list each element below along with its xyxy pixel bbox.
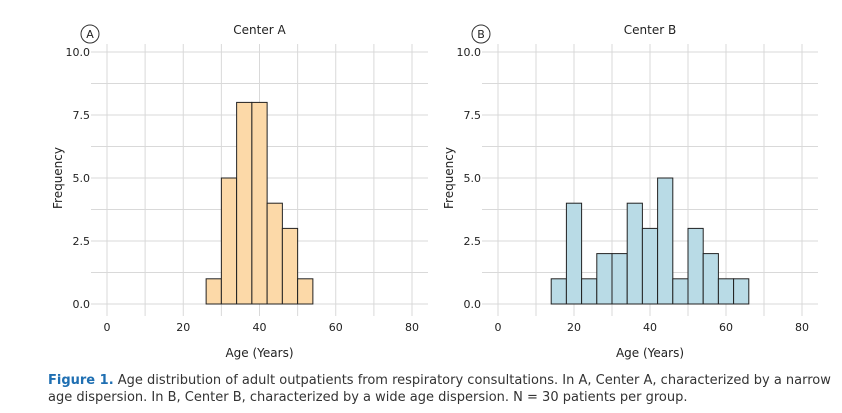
y-tick-label: 0.0 [73, 298, 91, 311]
histogram-bar [266, 202, 283, 305]
panel-b [482, 44, 818, 316]
histogram-bar [281, 227, 299, 305]
x-tick-label: 40 [253, 321, 267, 334]
panel-label: B [477, 28, 485, 41]
y-axis-label: Frequency [51, 147, 65, 209]
histogram-bar [297, 278, 314, 305]
x-tick-label: 20 [176, 321, 190, 334]
panel-label: A [86, 28, 94, 41]
y-tick-label: 2.5 [73, 235, 91, 248]
panel-label-circle [471, 24, 491, 44]
histogram-bar [672, 278, 689, 305]
figure-caption: Figure 1. Age distribution of adult outp… [48, 372, 833, 406]
y-tick-label: 7.5 [73, 109, 91, 122]
histogram-bar [581, 278, 598, 305]
histogram-bar [733, 278, 750, 305]
histogram-bar [626, 202, 643, 305]
histogram-bar [717, 278, 735, 305]
histogram-bar [641, 227, 659, 305]
x-tick-label: 0 [104, 321, 111, 334]
y-tick-label: 0.0 [464, 298, 482, 311]
x-tick-label: 20 [567, 321, 581, 334]
histogram-bar [550, 278, 567, 305]
panel-a [91, 44, 428, 316]
x-tick-label: 40 [643, 321, 657, 334]
figure: 0.0 2.5 5.0 7.5 10.0 0 20 40 60 80 Center A Age (Ye… [51, 23, 818, 360]
histogram-bar [702, 253, 719, 305]
x-tick-label: 60 [719, 321, 733, 334]
caption-text: Age distribution of adult outpatients fr… [48, 373, 831, 405]
x-tick-label: 60 [329, 321, 343, 334]
histogram-bar [220, 177, 238, 305]
x-tick-label: 80 [795, 321, 809, 334]
panel-title: Center A [233, 23, 286, 37]
caption-label: Figure 1. [48, 373, 114, 388]
histogram-bar [657, 177, 674, 305]
y-tick-label: 10.0 [457, 46, 482, 59]
x-tick-label: 0 [495, 321, 502, 334]
x-axis-label: Age (Years) [225, 346, 293, 360]
panel-title: Center B [624, 23, 676, 37]
y-tick-label: 5.0 [73, 172, 91, 185]
histogram-bar [236, 101, 253, 305]
histogram-bar [565, 202, 583, 305]
histogram-bar [611, 253, 628, 305]
y-tick-label: 2.5 [464, 235, 482, 248]
histogram-bar [251, 101, 268, 305]
x-tick-label: 80 [405, 321, 419, 334]
x-axis-label: Age (Years) [616, 346, 684, 360]
y-tick-label: 7.5 [464, 109, 482, 122]
y-tick-label: 5.0 [464, 172, 482, 185]
histogram-bar [596, 253, 613, 305]
y-tick-label: 10.0 [66, 46, 91, 59]
histogram-bar [687, 227, 704, 305]
panel-label-circle [80, 24, 100, 44]
histogram-bar [205, 278, 222, 305]
y-axis-label: Frequency [442, 147, 456, 209]
